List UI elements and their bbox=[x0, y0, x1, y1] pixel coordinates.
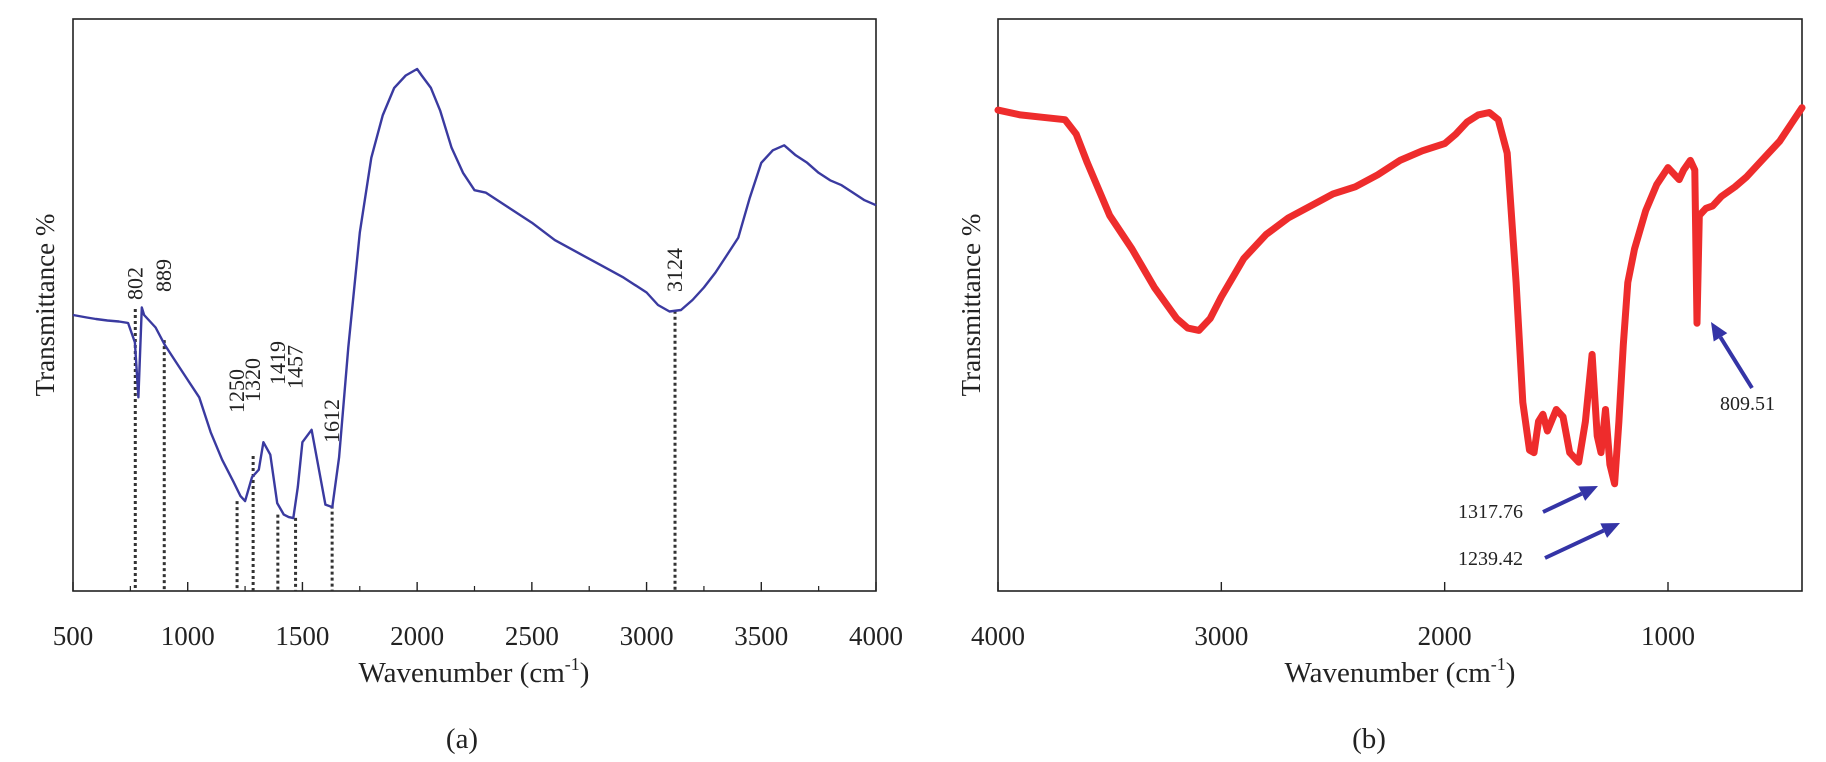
panel-a-x-tick-label: 3500 bbox=[734, 621, 788, 651]
panel-b-ylabel: Transmittance % bbox=[956, 214, 986, 397]
panel-a-xlabel-end: ) bbox=[580, 657, 590, 689]
panel-b-caption: (b) bbox=[1352, 723, 1386, 755]
panel-a: 500 1000 1500 2000 2500 3000 3500 4000 802 889 12… bbox=[30, 18, 903, 755]
panel-a-x-tick-label: 1000 bbox=[161, 621, 215, 651]
panel-b-x-tick-label: 2000 bbox=[1418, 621, 1472, 651]
panel-a-peak-label: 1320 bbox=[240, 358, 265, 402]
panel-b-annotation-arrow bbox=[1542, 491, 1583, 514]
panel-a-x-tick-label: 2000 bbox=[390, 621, 444, 651]
panel-b: 4000 3000 2000 1000 1317.76 1239.42 809.51 Tr… bbox=[956, 18, 1806, 755]
panel-a-spectrum-line bbox=[72, 67, 877, 520]
panel-a-peak-label: 1250 bbox=[224, 369, 249, 413]
panel-a-peak-label: 802 bbox=[122, 267, 147, 300]
panel-b-annotation-arrowhead bbox=[1578, 486, 1598, 501]
panel-a-x-tick-label: 2500 bbox=[505, 621, 559, 651]
panel-a-frame bbox=[72, 18, 877, 592]
panel-a-x-tick-label: 4000 bbox=[849, 621, 903, 651]
panel-b-x-ticks: 4000 3000 2000 1000 bbox=[971, 582, 1695, 651]
panel-a-ylabel: Transmittance % bbox=[30, 214, 60, 397]
panel-b-annotation-arrowhead bbox=[1711, 322, 1728, 342]
panel-b-peak-labels: 1317.76 1239.42 809.51 bbox=[1458, 322, 1775, 570]
panel-b-frame bbox=[997, 18, 1803, 592]
panel-b-xlabel-main: Wavenumber (cm bbox=[1285, 657, 1492, 689]
panel-a-xlabel-sup: -1 bbox=[565, 654, 580, 674]
panel-b-peak-label: 1317.76 bbox=[1458, 501, 1523, 523]
panel-b-x-tick-label: 3000 bbox=[1194, 621, 1248, 651]
panel-b-annotation-arrow bbox=[1544, 528, 1605, 560]
panel-a-peak-label: 3124 bbox=[662, 248, 687, 292]
panel-b-annotation-arrowhead bbox=[1600, 523, 1620, 538]
panel-a-peak-label: 1419 bbox=[265, 341, 290, 385]
panel-b-peak-label: 1239.42 bbox=[1458, 548, 1523, 570]
panel-a-xlabel: Wavenumber (cm-1) bbox=[359, 654, 590, 689]
panel-a-caption: (a) bbox=[446, 723, 478, 755]
panel-a-xlabel-main: Wavenumber (cm bbox=[359, 657, 566, 689]
panel-a-x-tick-label: 3000 bbox=[620, 621, 674, 651]
panel-a-x-ticks: 500 1000 1500 2000 2500 3000 3500 4000 bbox=[53, 582, 903, 651]
panel-b-xlabel-end: ) bbox=[1506, 657, 1516, 689]
panel-a-x-tick-label: 1500 bbox=[275, 621, 329, 651]
panel-a-x-tick-label: 500 bbox=[53, 621, 94, 651]
panel-b-x-tick-label: 1000 bbox=[1641, 621, 1695, 651]
panel-b-annotation-arrow bbox=[1718, 336, 1754, 390]
panel-b-xlabel-sup: -1 bbox=[1491, 654, 1506, 674]
panel-b-xlabel: Wavenumber (cm-1) bbox=[1285, 654, 1516, 689]
panel-a-peak-label: 1457 bbox=[283, 345, 308, 389]
panel-a-peak-markers bbox=[133, 308, 677, 591]
panel-b-x-tick-label: 4000 bbox=[971, 621, 1025, 651]
panel-a-peak-label: 889 bbox=[151, 259, 176, 292]
panel-a-peak-label: 1612 bbox=[319, 399, 344, 443]
panel-b-spectrum-line bbox=[994, 104, 1806, 488]
panel-b-peak-label: 809.51 bbox=[1720, 393, 1775, 415]
